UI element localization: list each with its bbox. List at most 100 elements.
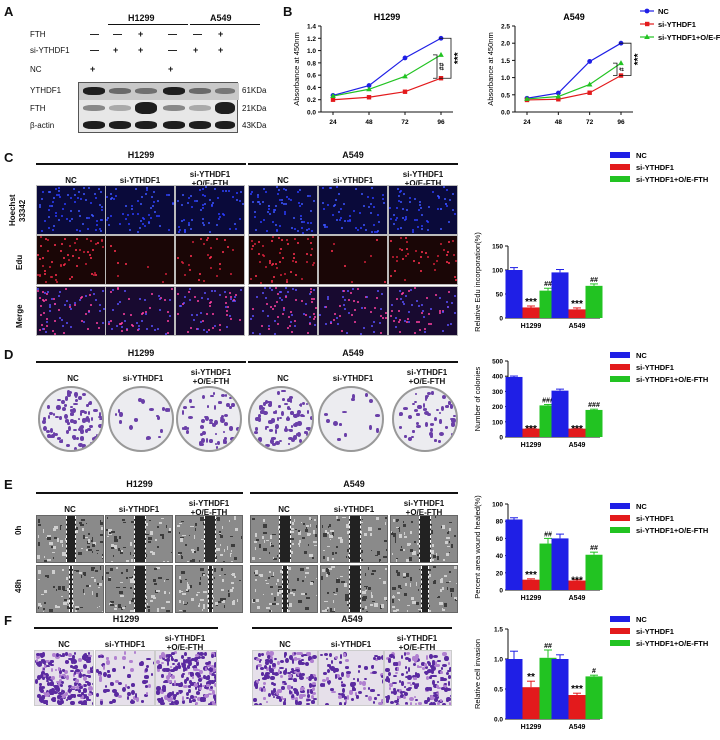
- colony-dot: [213, 420, 218, 426]
- group-label: A549: [343, 479, 365, 489]
- texture-dot: [415, 582, 418, 587]
- colony-dish: [176, 386, 242, 452]
- cell-dot: [307, 227, 310, 230]
- cell-dot: [70, 276, 73, 279]
- texture-dot: [311, 581, 315, 583]
- wb-band: [189, 105, 211, 111]
- cell-dot: [37, 274, 40, 277]
- cell-dot: [439, 310, 442, 313]
- invasion-dot: [100, 663, 105, 666]
- texture-dot: [59, 525, 62, 530]
- invasion-image: [34, 650, 94, 706]
- cell-dot: [240, 190, 243, 193]
- texture-dot: [166, 601, 170, 603]
- invasion-dot: [191, 675, 194, 680]
- invasion-dot: [45, 664, 50, 668]
- colony-dot: [71, 435, 77, 439]
- cell-dot: [309, 242, 312, 245]
- wb-row-mark: +: [193, 45, 199, 55]
- texture-dot: [360, 522, 363, 524]
- cell-dot: [75, 229, 78, 232]
- legend-swatch: [610, 376, 630, 382]
- texture-dot: [280, 570, 283, 574]
- cell-dot: [92, 274, 95, 277]
- texture-dot: [398, 528, 401, 532]
- cell-dot: [234, 294, 237, 297]
- invasion-dot: [294, 688, 299, 692]
- wound-gap: [279, 516, 291, 562]
- texture-dot: [95, 593, 99, 597]
- invasion-dot: [162, 685, 167, 690]
- colony-dot: [424, 422, 428, 427]
- texture-dot: [125, 576, 129, 579]
- x-tick-label: 72: [401, 119, 409, 126]
- invasion-dot: [58, 678, 63, 682]
- invasion-dot: [200, 683, 203, 688]
- colony-dot: [257, 417, 261, 422]
- panel-label-b: B: [283, 4, 293, 19]
- cell-dot: [186, 201, 189, 204]
- invasion-dot: [277, 670, 283, 675]
- cell-dot: [354, 320, 357, 323]
- colony-dot: [86, 403, 89, 407]
- cell-dot: [140, 319, 143, 322]
- texture-dot: [154, 590, 158, 593]
- colony-dot: [450, 422, 456, 427]
- cell-dot: [421, 225, 424, 228]
- texture-dot: [407, 604, 410, 607]
- texture-dot: [180, 536, 184, 539]
- invasion-dot: [206, 685, 210, 689]
- cell-dot: [275, 186, 278, 189]
- colony-dot: [49, 428, 53, 434]
- invasion-dot: [409, 702, 413, 705]
- row-label: 0h: [14, 525, 23, 535]
- colony-dot: [444, 426, 448, 429]
- cell-dot: [282, 187, 285, 190]
- invasion-dot: [292, 678, 298, 683]
- cell-dot: [284, 273, 287, 276]
- invasion-dot: [309, 689, 314, 694]
- condition-label: si-YTHDF1: [119, 176, 161, 185]
- cell-dot: [55, 281, 58, 284]
- invasion-dot: [346, 673, 350, 679]
- cell-dot: [149, 207, 152, 210]
- invasion-dot: [311, 655, 317, 660]
- invasion-dot: [364, 694, 369, 697]
- condition-label: si-YTHDF1: [332, 176, 374, 185]
- cell-dot: [209, 256, 212, 259]
- cell-dot: [350, 292, 353, 294]
- texture-dot: [112, 555, 114, 558]
- bar: [585, 409, 603, 437]
- x-tick-label: 96: [617, 119, 625, 126]
- texture-dot: [442, 558, 446, 561]
- texture-dot: [74, 529, 78, 534]
- invasion-dot: [77, 688, 81, 693]
- texture-dot: [396, 526, 400, 529]
- cell-dot: [224, 302, 227, 305]
- invasion-dot: [329, 652, 333, 657]
- cell-dot: [73, 303, 76, 306]
- y-tick-label: 0.4: [307, 85, 316, 92]
- invasion-dot: [445, 696, 451, 701]
- texture-dot: [272, 534, 277, 536]
- cell-dot: [262, 219, 265, 222]
- invasion-dot: [58, 667, 62, 671]
- invasion-dot: [203, 674, 206, 680]
- colony-dot: [297, 421, 302, 426]
- invasion-dot: [310, 673, 313, 678]
- invasion-dot: [82, 664, 87, 669]
- texture-dot: [305, 529, 309, 532]
- colony-dot: [270, 418, 276, 423]
- texture-dot: [418, 568, 421, 571]
- cell-dot: [403, 218, 406, 221]
- cell-dot: [76, 238, 79, 241]
- cell-dot: [266, 314, 269, 317]
- y-tick-label: 100: [492, 502, 503, 509]
- cell-dot: [141, 311, 144, 314]
- texture-dot: [120, 582, 123, 584]
- texture-dot: [264, 579, 267, 582]
- cell-dot: [351, 281, 354, 284]
- cell-dot: [152, 201, 155, 204]
- cell-dot: [165, 193, 168, 196]
- invasion-dot: [122, 687, 127, 693]
